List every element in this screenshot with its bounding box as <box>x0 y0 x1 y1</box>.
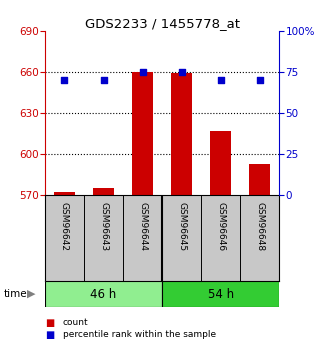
Text: GSM96645: GSM96645 <box>177 202 186 251</box>
Text: 46 h: 46 h <box>91 288 117 300</box>
Text: ■: ■ <box>45 318 54 327</box>
Bar <box>249 164 271 195</box>
Text: ■: ■ <box>45 330 54 339</box>
Bar <box>210 131 231 195</box>
Text: count: count <box>63 318 88 327</box>
Text: GSM96648: GSM96648 <box>255 202 264 251</box>
Text: GSM96643: GSM96643 <box>99 202 108 251</box>
Text: time: time <box>3 289 27 299</box>
Point <box>140 69 145 75</box>
Text: GSM96642: GSM96642 <box>60 202 69 251</box>
Point <box>179 69 184 75</box>
Bar <box>45 281 162 307</box>
Text: ▶: ▶ <box>27 289 36 299</box>
Point <box>101 78 106 83</box>
Bar <box>93 188 114 195</box>
Text: GSM96644: GSM96644 <box>138 202 147 251</box>
Point <box>62 78 67 83</box>
Text: 54 h: 54 h <box>208 288 234 300</box>
Title: GDS2233 / 1455778_at: GDS2233 / 1455778_at <box>85 17 239 30</box>
Text: GSM96646: GSM96646 <box>216 202 225 251</box>
Bar <box>132 72 153 195</box>
Bar <box>162 281 279 307</box>
Point <box>257 78 262 83</box>
Text: percentile rank within the sample: percentile rank within the sample <box>63 330 216 339</box>
Bar <box>54 192 75 195</box>
Bar <box>171 73 192 195</box>
Point <box>218 78 223 83</box>
